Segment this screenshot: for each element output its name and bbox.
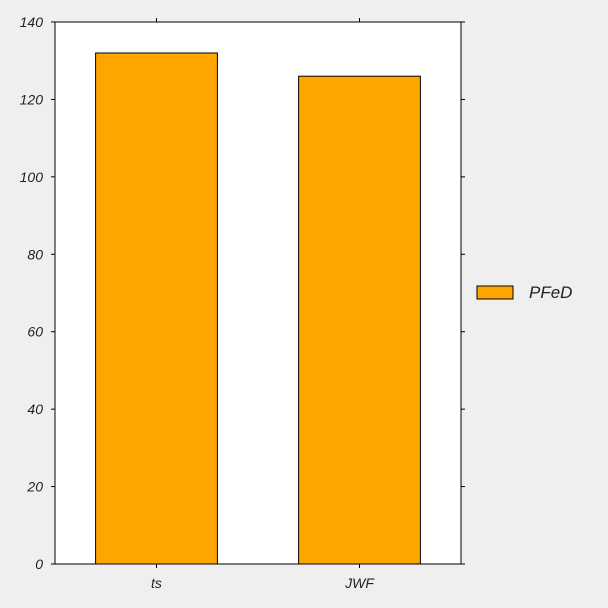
y-tick-label-60: 60 xyxy=(27,324,43,340)
legend-label-pfed: PFeD xyxy=(529,283,572,302)
bar-ts xyxy=(95,52,218,565)
bars-layer xyxy=(95,52,421,565)
y-tick-label-140: 140 xyxy=(20,14,44,30)
ticks-layer: ts JWF 0 20 40 60 80 100 120 140 xyxy=(20,14,465,591)
x-tick-label-ts: ts xyxy=(151,575,162,591)
legend-swatch-pfed xyxy=(476,285,514,300)
y-tick-label-20: 20 xyxy=(26,479,43,495)
y-tick-label-80: 80 xyxy=(27,246,43,262)
x-tick-label-jwf: JWF xyxy=(344,575,375,591)
y-tick-label-0: 0 xyxy=(35,556,43,572)
y-tick-label-40: 40 xyxy=(27,401,43,417)
y-tick-label-120: 120 xyxy=(20,91,44,107)
plot-frame xyxy=(54,21,462,565)
legend: PFeD xyxy=(476,283,572,302)
bar-jwf xyxy=(298,75,421,565)
y-tick-label-100: 100 xyxy=(20,169,44,185)
